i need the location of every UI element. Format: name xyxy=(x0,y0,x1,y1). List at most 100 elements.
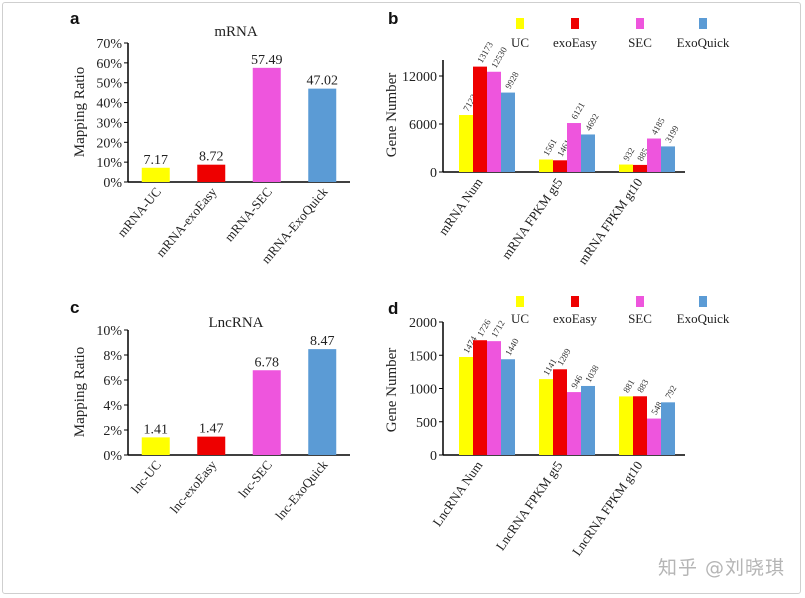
bar-ExoQuick-1 xyxy=(581,134,595,172)
x-tick-label: mRNA-SEC xyxy=(221,184,275,244)
y-tick-label: 0 xyxy=(430,449,437,464)
bar-UC-1 xyxy=(539,379,553,455)
y-axis-label: Gene Number xyxy=(384,73,400,158)
panel-letter-a: a xyxy=(70,9,80,28)
bar-UC-0 xyxy=(459,115,473,172)
bar-exoEasy-2 xyxy=(633,396,647,455)
y-tick-label: 12000 xyxy=(402,70,437,85)
x-tick-label: LncRNA FPKM gt5 xyxy=(493,458,566,553)
bar-mRNA-ExoQuick xyxy=(308,88,337,182)
x-tick-label: LncRNA Num xyxy=(429,458,485,529)
bar-ExoQuick-2 xyxy=(661,402,675,455)
data-label: 1289 xyxy=(555,346,573,367)
legend-swatch-UC xyxy=(516,296,524,307)
y-axis-label: Gene Number xyxy=(384,348,400,433)
data-label: 8.47 xyxy=(310,334,335,349)
legend-swatch-ExoQuick xyxy=(699,18,707,29)
panel-letter-c: c xyxy=(70,298,79,317)
legend-swatch-exoEasy xyxy=(571,296,579,307)
x-tick-label: mRNA Num xyxy=(435,175,485,238)
data-label: 881 xyxy=(621,378,636,395)
data-label: 6.78 xyxy=(255,355,280,370)
y-tick-label: 40% xyxy=(96,97,122,112)
data-label: 7.17 xyxy=(144,153,169,168)
y-axis-label: Mapping Ratio xyxy=(72,347,88,437)
chart-title: mRNA xyxy=(214,24,258,40)
bar-lnc-exoEasy xyxy=(197,436,226,455)
bar-exoEasy-1 xyxy=(553,369,567,455)
y-tick-label: 1000 xyxy=(409,383,437,398)
y-axis-label: Mapping Ratio xyxy=(72,67,88,157)
y-tick-label: 50% xyxy=(96,77,122,92)
y-tick-label: 0% xyxy=(103,449,122,464)
y-tick-label: 0% xyxy=(103,176,122,191)
y-tick-label: 10% xyxy=(96,156,122,171)
y-tick-label: 4% xyxy=(103,399,122,414)
legend-label-UC: UC xyxy=(511,35,529,50)
y-tick-label: 0 xyxy=(430,166,437,181)
legend-label-SEC: SEC xyxy=(628,311,652,326)
y-tick-label: 8% xyxy=(103,349,122,364)
y-tick-label: 10% xyxy=(96,324,122,339)
y-tick-label: 20% xyxy=(96,136,122,151)
legend-label-ExoQuick: ExoQuick xyxy=(677,35,730,50)
bar-lnc-ExoQuick xyxy=(308,349,337,455)
bar-SEC-2 xyxy=(647,418,661,455)
watermark: 知乎 @刘晓琪 xyxy=(657,557,785,579)
y-tick-label: 6% xyxy=(103,374,122,389)
data-label: 3199 xyxy=(663,123,681,144)
y-tick-label: 60% xyxy=(96,57,122,72)
data-label: 4185 xyxy=(649,115,667,136)
data-label: 932 xyxy=(621,146,636,163)
bar-UC-1 xyxy=(539,159,553,172)
y-tick-label: 70% xyxy=(96,37,122,52)
bar-ExoQuick-0 xyxy=(501,92,515,172)
legend-label-SEC: SEC xyxy=(628,35,652,50)
bar-exoEasy-0 xyxy=(473,66,487,172)
data-label: 47.02 xyxy=(307,74,339,89)
bar-ExoQuick-2 xyxy=(661,146,675,172)
panel-letter-b: b xyxy=(388,9,398,28)
bar-mRNA-UC xyxy=(141,167,170,182)
data-label: 1440 xyxy=(503,336,521,357)
bar-mRNA-SEC xyxy=(252,67,281,182)
legend-swatch-ExoQuick xyxy=(699,296,707,307)
chart-title: LncRNA xyxy=(209,315,264,331)
bar-lnc-UC xyxy=(141,437,170,455)
bar-SEC-2 xyxy=(647,138,661,172)
x-tick-label: lnc-ExoQuick xyxy=(272,457,331,523)
x-tick-label: mRNA-UC xyxy=(114,184,164,240)
data-label: 6121 xyxy=(569,100,587,121)
y-tick-label: 2000 xyxy=(409,316,437,331)
bar-exoEasy-0 xyxy=(473,340,487,455)
bar-SEC-1 xyxy=(567,392,581,455)
data-label: 57.49 xyxy=(251,53,283,68)
data-label: 1.47 xyxy=(199,422,224,437)
y-tick-label: 30% xyxy=(96,116,122,131)
y-tick-label: 2% xyxy=(103,424,122,439)
legend-label-exoEasy: exoEasy xyxy=(553,35,598,50)
bar-SEC-0 xyxy=(487,341,501,455)
bar-exoEasy-2 xyxy=(633,164,647,172)
x-tick-label: mRNA FPKM gt5 xyxy=(498,175,565,262)
data-label: 792 xyxy=(663,384,678,401)
x-tick-label: mRNA FPKM gt10 xyxy=(575,175,646,267)
y-tick-label: 6000 xyxy=(409,118,437,133)
data-label: 9928 xyxy=(503,70,521,91)
data-label: 4692 xyxy=(583,112,601,133)
bar-UC-2 xyxy=(619,164,633,172)
bar-ExoQuick-1 xyxy=(581,385,595,455)
legend-swatch-exoEasy xyxy=(571,18,579,29)
bar-UC-0 xyxy=(459,356,473,455)
bar-SEC-1 xyxy=(567,123,581,172)
bar-lnc-SEC xyxy=(252,370,281,455)
bar-ExoQuick-0 xyxy=(501,359,515,455)
legend-swatch-SEC xyxy=(636,18,644,29)
legend-label-ExoQuick: ExoQuick xyxy=(677,311,730,326)
y-tick-label: 1500 xyxy=(409,349,437,364)
x-tick-label: lnc-exoEasy xyxy=(167,457,220,516)
legend-swatch-UC xyxy=(516,18,524,29)
data-label: 883 xyxy=(635,377,651,394)
